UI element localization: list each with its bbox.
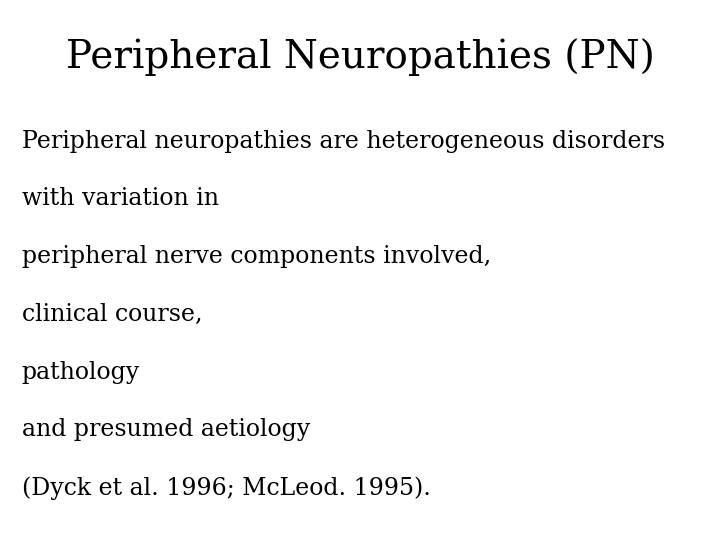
Text: (Dyck et al. 1996; McLeod. 1995).: (Dyck et al. 1996; McLeod. 1995). — [22, 476, 431, 500]
Text: peripheral nerve components involved,: peripheral nerve components involved, — [22, 245, 491, 268]
Text: clinical course,: clinical course, — [22, 303, 202, 326]
Text: pathology: pathology — [22, 361, 140, 384]
Text: with variation in: with variation in — [22, 187, 219, 211]
Text: Peripheral Neuropathies (PN): Peripheral Neuropathies (PN) — [66, 38, 654, 76]
Text: Peripheral neuropathies are heterogeneous disorders: Peripheral neuropathies are heterogeneou… — [22, 130, 665, 153]
Text: and presumed aetiology: and presumed aetiology — [22, 418, 310, 442]
